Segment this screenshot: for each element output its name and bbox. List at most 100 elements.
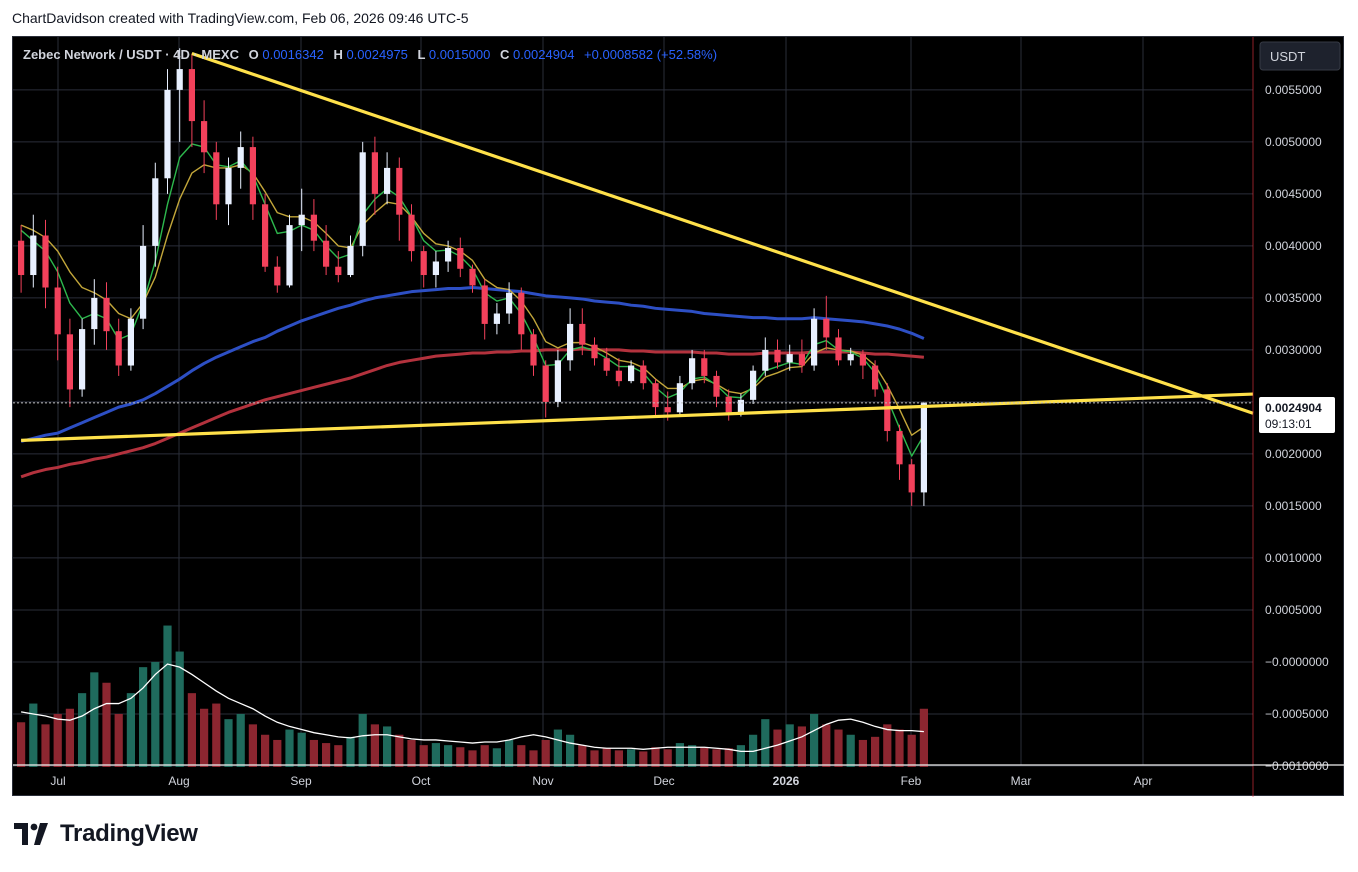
volume-bar	[468, 750, 477, 767]
candle-body	[481, 285, 488, 324]
legend-change: +0.0008582 (+52.58%)	[584, 47, 717, 62]
ma-blue-line	[20, 286, 925, 443]
candle-body	[164, 89, 171, 179]
volume-bar	[395, 734, 404, 767]
candle-body	[54, 287, 61, 335]
volume-bar	[578, 745, 587, 767]
volume-bar	[29, 703, 38, 767]
candle-body	[298, 214, 305, 226]
volume-bar	[383, 726, 392, 767]
candle-body	[664, 407, 671, 413]
axes: 0.0055000 0.0050000 0.0045000 0.0040000 0.00…	[13, 37, 1345, 797]
candle-body	[884, 389, 891, 432]
last-price-countdown: 09:13:01	[1265, 417, 1312, 431]
svg-text:Zebec Network / USDT · 4D · ME: Zebec Network / USDT · 4D · MEXC O 0.001…	[23, 47, 717, 62]
time-axis-label: Sep	[290, 774, 312, 788]
volume-bar	[358, 713, 367, 767]
volume-bar	[261, 734, 270, 767]
candle-body	[140, 245, 147, 319]
legend-low-value: 0.0015000	[429, 47, 490, 62]
last-price-tag: 0.0024904 09:13:01	[1259, 397, 1335, 433]
volume-bar	[541, 739, 550, 767]
price-axis-label: 0.0005000	[1265, 603, 1322, 617]
candle-body	[152, 178, 159, 246]
volume-bar	[407, 739, 416, 767]
volume-bar	[322, 743, 331, 767]
volume-bar	[505, 739, 514, 767]
price-axis-label: 0.0040000	[1265, 239, 1322, 253]
candle-body	[103, 297, 110, 332]
price-axis-label: 0.0010000	[1265, 551, 1322, 565]
legend-open-value: 0.0016342	[262, 47, 323, 62]
time-axis-label: Aug	[168, 774, 189, 788]
trendline	[191, 51, 1254, 415]
candle-body	[323, 240, 330, 267]
attribution-text: ChartDavidson created with TradingView.c…	[12, 10, 469, 26]
volume-bar	[139, 667, 148, 767]
volume-bar	[297, 732, 306, 767]
volume-bar	[529, 750, 538, 767]
candle-body	[493, 313, 500, 324]
volume-bar	[773, 729, 782, 767]
volume-bar	[78, 693, 87, 767]
volume-bar	[663, 749, 672, 767]
legend-high-value: 0.0024975	[346, 47, 407, 62]
volume-bar	[651, 747, 660, 767]
volume-bar	[480, 745, 489, 767]
legend-symbol: Zebec Network / USDT · 4D · MEXC	[23, 47, 240, 62]
candle-body	[750, 370, 757, 400]
candle-body	[615, 370, 622, 382]
volume-bar	[273, 739, 282, 767]
candle-body	[835, 337, 842, 361]
candle-body	[286, 225, 293, 286]
volume-bar	[187, 693, 196, 767]
candle-body	[310, 214, 317, 241]
candle-body	[542, 365, 549, 402]
candle-body	[91, 297, 98, 330]
price-axis-label: 0.0020000	[1265, 447, 1322, 461]
candle-body	[579, 323, 586, 345]
trendline	[21, 392, 1254, 443]
candle-body	[249, 147, 256, 205]
volume-bar	[126, 693, 135, 767]
price-axis-label: 0.0030000	[1265, 343, 1322, 357]
volume-bar	[871, 736, 880, 767]
candle-body	[762, 349, 769, 371]
chart-panel[interactable]: 0.0055000 0.0050000 0.0045000 0.0040000 0.00…	[12, 36, 1345, 797]
volume-bar	[236, 713, 245, 767]
volume-bar	[492, 748, 501, 767]
price-axis-label: 0.0050000	[1265, 135, 1322, 149]
time-axis-label: Oct	[412, 774, 431, 788]
candle-body	[859, 354, 866, 366]
candle-body	[811, 318, 818, 366]
volume-bar	[53, 713, 62, 767]
volume-bar	[553, 729, 562, 767]
volume-bar	[444, 745, 453, 767]
candlesticks	[18, 48, 927, 506]
volume-bar	[419, 745, 428, 767]
candle-body	[176, 69, 183, 90]
volume-bar	[627, 749, 636, 767]
candle-body	[359, 152, 366, 246]
time-axis-label: Jul	[50, 774, 65, 788]
volume-bar	[90, 672, 99, 767]
time-axis-label: Nov	[532, 774, 553, 788]
candle-body	[823, 318, 830, 338]
volume-bar	[602, 748, 611, 767]
legend-high-label: H	[333, 47, 342, 62]
candle-body	[725, 396, 732, 413]
price-chart[interactable]: 0.0055000 0.0050000 0.0045000 0.0040000 0.00…	[13, 37, 1345, 797]
volume-bar	[248, 724, 257, 767]
volume-bar	[919, 708, 928, 767]
tradingview-logo-icon	[14, 823, 52, 845]
candle-body	[713, 375, 720, 397]
candle-body	[201, 121, 208, 153]
candle-body	[262, 204, 269, 267]
tradingview-logo[interactable]: TradingView	[14, 820, 198, 848]
volume-bar	[346, 736, 355, 767]
candle-body	[701, 358, 708, 376]
candle-body	[79, 329, 86, 390]
currency-button[interactable]: USDT	[1259, 41, 1341, 71]
price-axis-label: 0.0035000	[1265, 291, 1322, 305]
volume-bar	[151, 661, 160, 767]
